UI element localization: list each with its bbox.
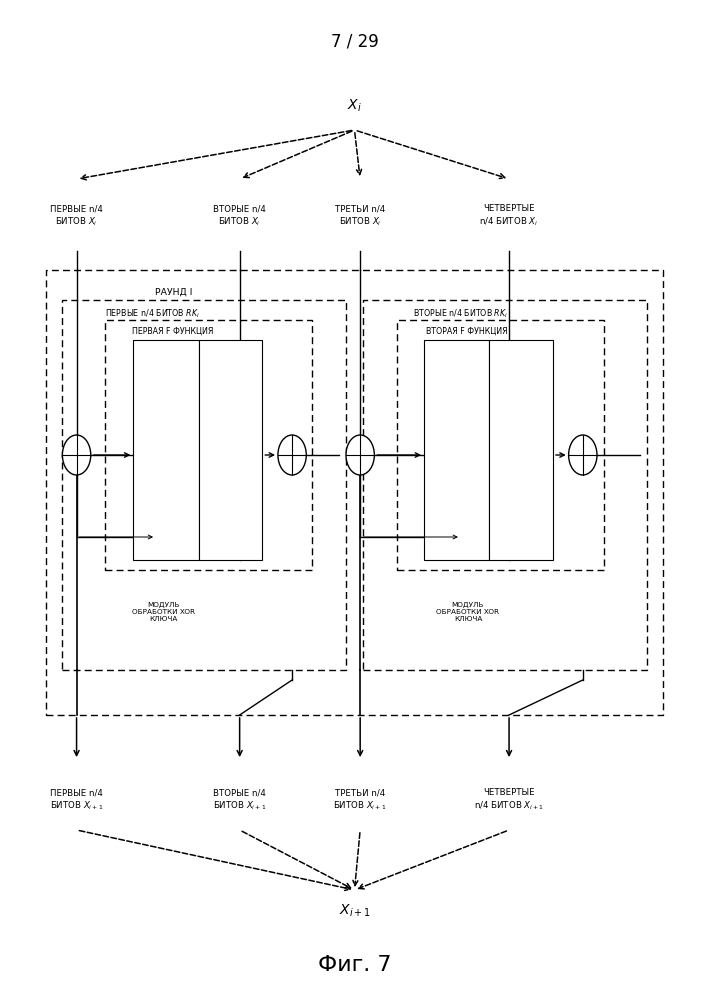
Circle shape xyxy=(346,435,374,475)
Bar xyxy=(46,270,663,715)
Text: МОДУЛЬ ОБРАБОТКИ
ЛИНЕЙНОГО
ПРЕОБРАЗОВАНИЯ: МОДУЛЬ ОБРАБОТКИ ЛИНЕЙНОГО ПРЕОБРАЗОВАНИ… xyxy=(513,415,530,485)
Text: ПЕРВЫЕ n/4 БИТОВ $RK_i$: ПЕРВЫЕ n/4 БИТОВ $RK_i$ xyxy=(105,307,200,320)
Text: 7 / 29: 7 / 29 xyxy=(330,33,379,51)
Text: МОДУЛЬ
ОБРАБОТКИ XOR
КЛЮЧА: МОДУЛЬ ОБРАБОТКИ XOR КЛЮЧА xyxy=(437,602,499,622)
Bar xyxy=(62,300,346,670)
Text: $X_i$: $X_i$ xyxy=(347,98,362,114)
Text: Фиг. 7: Фиг. 7 xyxy=(318,955,391,975)
Circle shape xyxy=(62,435,91,475)
Text: ЧЕТВЕРТЫЕ
n/4 БИТОВ $X_{i+1}$: ЧЕТВЕРТЫЕ n/4 БИТОВ $X_{i+1}$ xyxy=(474,788,544,812)
Bar xyxy=(133,340,199,560)
Bar xyxy=(105,320,312,570)
Text: МОДУЛЬ ОБРАБОТКИ
НЕЛИНЕЙНОГО
ПРЕОБРАЗОВАНИЯ: МОДУЛЬ ОБРАБОТКИ НЕЛИНЕЙНОГО ПРЕОБРАЗОВА… xyxy=(157,415,174,485)
Bar xyxy=(489,340,553,560)
Text: ТРЕТЬИ n/4
БИТОВ $X_i$: ТРЕТЬИ n/4 БИТОВ $X_i$ xyxy=(335,204,385,228)
Text: МОДУЛЬ ОБРАБОТКИ
НЕЛИНЕЙНОГО
ПРЕОБРАЗОВАНИЯ: МОДУЛЬ ОБРАБОТКИ НЕЛИНЕЙНОГО ПРЕОБРАЗОВА… xyxy=(448,415,465,485)
Circle shape xyxy=(569,435,597,475)
Text: ПЕРВЫЕ n/4
БИТОВ $X_{i+1}$: ПЕРВЫЕ n/4 БИТОВ $X_{i+1}$ xyxy=(50,788,104,812)
Text: ВТОРАЯ F ФУНКЦИЯ: ВТОРАЯ F ФУНКЦИЯ xyxy=(425,327,508,336)
Circle shape xyxy=(278,435,306,475)
Bar xyxy=(363,300,647,670)
Text: ВТОРЫЕ n/4
БИТОВ $X_{i+1}$: ВТОРЫЕ n/4 БИТОВ $X_{i+1}$ xyxy=(213,788,267,812)
Text: МОДУЛЬ ОБРАБОТКИ
ЛИНЕЙНОГО
ПРЕОБРАЗОВАНИЯ: МОДУЛЬ ОБРАБОТКИ ЛИНЕЙНОГО ПРЕОБРАЗОВАНИ… xyxy=(222,415,239,485)
Text: $X_{i+1}$: $X_{i+1}$ xyxy=(338,903,371,919)
Bar xyxy=(424,340,489,560)
Text: МОДУЛЬ
ОБРАБОТКИ XOR
КЛЮЧА: МОДУЛЬ ОБРАБОТКИ XOR КЛЮЧА xyxy=(132,602,194,622)
Text: ТРЕТЬИ n/4
БИТОВ $X_{i+1}$: ТРЕТЬИ n/4 БИТОВ $X_{i+1}$ xyxy=(333,788,387,812)
Text: ПЕРВЫЕ n/4
БИТОВ $X_i$: ПЕРВЫЕ n/4 БИТОВ $X_i$ xyxy=(50,204,103,228)
Bar xyxy=(199,340,262,560)
Text: ЧЕТВЕРТЫЕ
n/4 БИТОВ $X_i$: ЧЕТВЕРТЫЕ n/4 БИТОВ $X_i$ xyxy=(479,204,539,228)
Text: ВТОРЫЕ n/4
БИТОВ $X_i$: ВТОРЫЕ n/4 БИТОВ $X_i$ xyxy=(213,204,266,228)
Text: ПЕРВАЯ F ФУНКЦИЯ: ПЕРВАЯ F ФУНКЦИЯ xyxy=(133,327,213,336)
Bar xyxy=(397,320,604,570)
Text: ВТОРЫЕ n/4 БИТОВ $RK_i$: ВТОРЫЕ n/4 БИТОВ $RK_i$ xyxy=(413,307,508,320)
Text: РАУНД I: РАУНД I xyxy=(155,288,192,297)
